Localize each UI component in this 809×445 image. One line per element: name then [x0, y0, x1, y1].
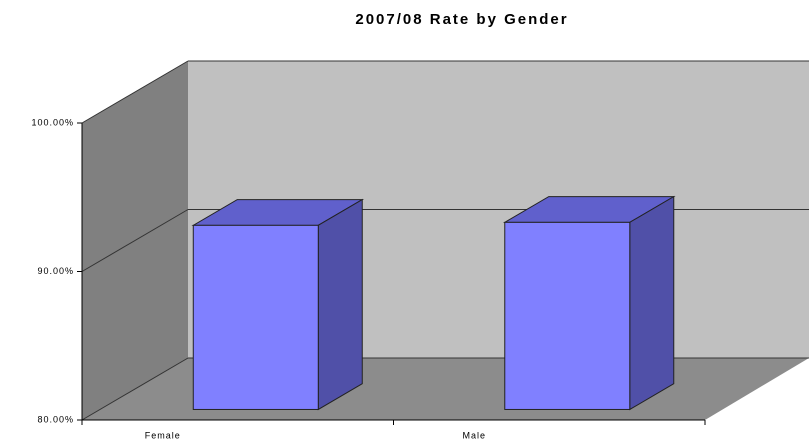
- bar: [192, 224, 319, 410]
- bar-side: [317, 198, 363, 411]
- y-tick-label: 90.00%: [37, 266, 74, 276]
- y-tick-label: 100.00%: [31, 117, 74, 127]
- grid-line: [81, 357, 189, 421]
- y-tick-label: 80.00%: [37, 414, 74, 424]
- grid-line: [81, 209, 189, 272]
- x-tick-label: Male: [462, 430, 486, 440]
- bar: [504, 221, 631, 410]
- floor: [82, 358, 809, 420]
- bar-side: [629, 195, 675, 411]
- x-tick-label: Female: [145, 430, 181, 440]
- grid-line: [81, 60, 189, 124]
- chart-title: 2007/08 Rate by Gender: [355, 11, 568, 28]
